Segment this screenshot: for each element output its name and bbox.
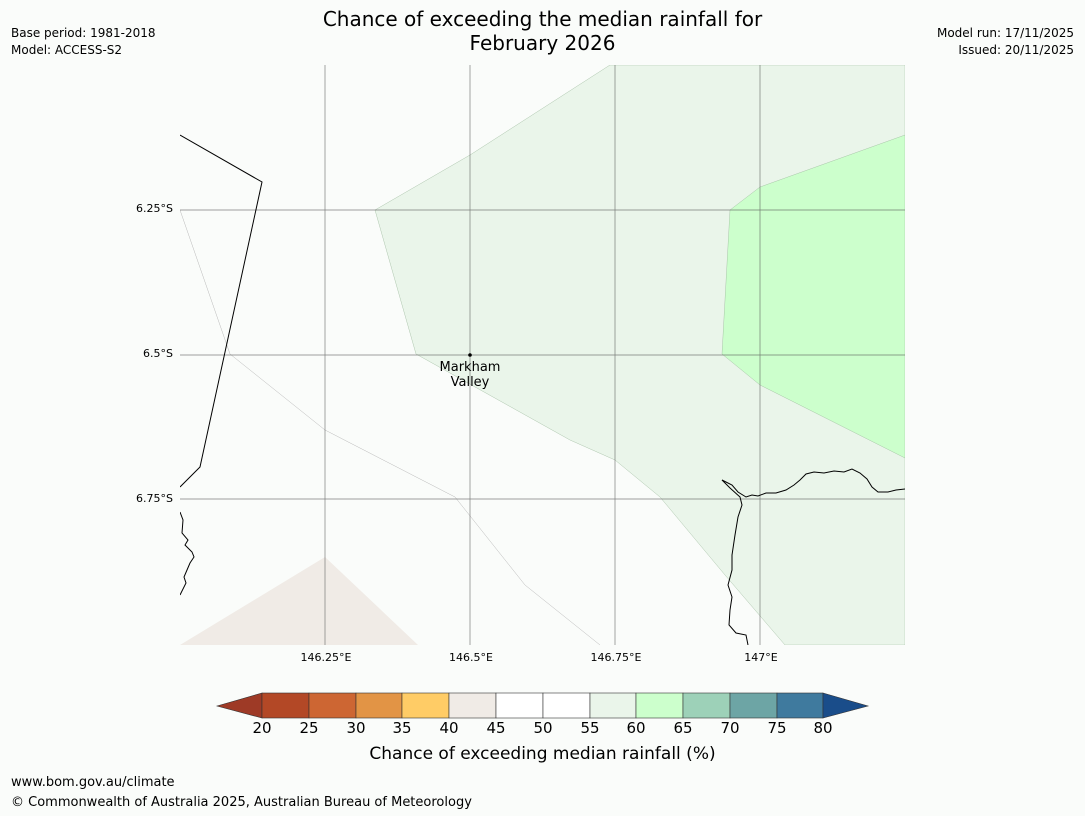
lat-label-650: 6.5°S — [143, 347, 173, 360]
colorbar-50-55 — [542, 692, 591, 719]
colorbar-60-65 — [635, 692, 684, 719]
cb-tick-30: 30 — [346, 719, 366, 737]
model-name: Model: ACCESS-S2 — [11, 43, 123, 57]
region-40-45 — [180, 557, 418, 645]
province-border — [180, 134, 263, 488]
footer-url[interactable]: www.bom.gov.au/climate — [11, 775, 175, 790]
meta-right: Model run: 17/11/2025 Issued: 20/11/2025 — [937, 25, 1074, 59]
cb-tick-45: 45 — [486, 719, 506, 737]
place-name-line-1: Markham — [439, 360, 501, 375]
lon-label-147: 147°E — [744, 651, 778, 664]
map-area[interactable] — [180, 65, 905, 645]
colorbar-40-45 — [448, 692, 497, 719]
colorbar-label: Chance of exceeding median rainfall (%) — [369, 744, 716, 764]
contour-line — [180, 209, 601, 645]
cb-tick-65: 65 — [673, 719, 693, 737]
footer-copyright: © Commonwealth of Australia 2025, Austra… — [11, 795, 472, 810]
place-name-line-2: Valley — [450, 375, 490, 390]
cb-tick-60: 60 — [626, 719, 646, 737]
issued-date: Issued: 20/11/2025 — [958, 43, 1074, 57]
colorbar-20-25 — [261, 692, 310, 719]
map-title: Chance of exceeding the median rainfall … — [0, 7, 1085, 55]
coastline-west — [180, 511, 195, 596]
meta-left: Base period: 1981-2018 Model: ACCESS-S2 — [11, 25, 156, 59]
markham-river — [721, 479, 749, 645]
model-run: Model run: 17/11/2025 — [936, 26, 1074, 40]
cb-tick-55: 55 — [580, 719, 600, 737]
colorbar-70-75 — [729, 692, 778, 719]
lon-label-14675: 146.75°E — [590, 651, 642, 664]
colorbar-25-30 — [308, 692, 357, 719]
colorbar-over — [822, 692, 870, 719]
cb-tick-40: 40 — [439, 719, 459, 737]
colorbar-30-35 — [355, 692, 403, 719]
lat-label-625: 6.25°S — [136, 202, 173, 215]
colorbar-35-40 — [401, 692, 450, 719]
lon-label-1465: 146.5°E — [449, 651, 493, 664]
colorbar-55-60 — [589, 692, 637, 719]
cb-tick-70: 70 — [720, 719, 740, 737]
base-period: Base period: 1981-2018 — [11, 26, 156, 40]
cb-tick-80: 80 — [813, 719, 833, 737]
colorbar — [215, 692, 870, 719]
map-canvas[interactable] — [180, 65, 905, 645]
cb-tick-50: 50 — [533, 719, 553, 737]
cb-tick-25: 25 — [299, 719, 319, 737]
colorbar-75-80 — [776, 692, 824, 719]
cb-tick-75: 75 — [767, 719, 787, 737]
place-label: Markham Valley — [425, 360, 515, 390]
place-marker[interactable] — [468, 353, 472, 357]
lon-label-14625: 146.25°E — [300, 651, 352, 664]
title-line-1: Chance of exceeding the median rainfall … — [322, 7, 763, 31]
title-line-2: February 2026 — [469, 31, 616, 55]
cb-tick-20: 20 — [252, 719, 272, 737]
colorbar-45-50 — [495, 692, 544, 719]
colorbar-under — [215, 692, 263, 719]
colorbar-65-70 — [682, 692, 731, 719]
coastline-huon-gulf — [721, 468, 905, 498]
lat-label-675: 6.75°S — [136, 492, 173, 505]
cb-tick-35: 35 — [392, 719, 412, 737]
